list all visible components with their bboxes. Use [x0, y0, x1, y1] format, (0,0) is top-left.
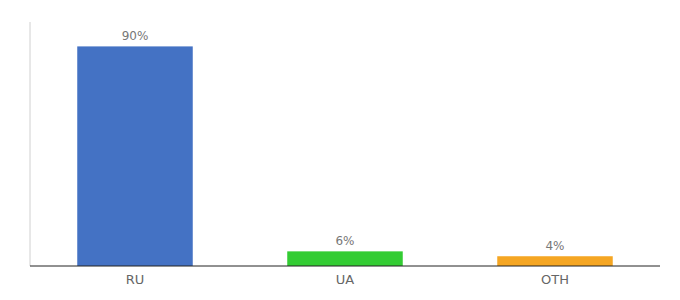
data-label: 4% — [545, 239, 564, 253]
data-label: 6% — [335, 234, 354, 248]
x-axis-line — [30, 266, 660, 267]
x-tick-label: OTH — [541, 272, 569, 287]
chart-container: RU UA OTH 90% 6% 4% — [0, 0, 680, 300]
x-tick-label: UA — [336, 272, 355, 287]
data-label: 90% — [122, 29, 149, 43]
bar — [287, 251, 403, 266]
plot-area — [77, 46, 613, 266]
chart-svg: RU UA OTH 90% 6% 4% — [0, 0, 680, 300]
page: {"chart_data": {"type": "bar", "categori… — [0, 0, 680, 300]
bar — [77, 46, 193, 266]
y-axis-line — [30, 22, 31, 266]
x-tick-label: RU — [126, 272, 145, 287]
bar — [497, 256, 613, 266]
